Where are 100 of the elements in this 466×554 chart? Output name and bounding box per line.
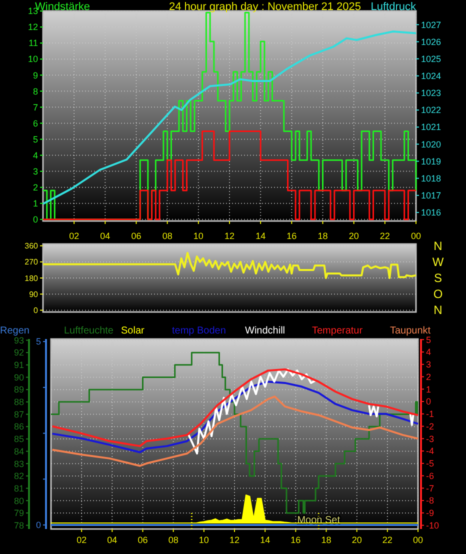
text: Windchill bbox=[245, 326, 286, 336]
y2-tick-label: 1019 bbox=[421, 156, 442, 166]
x-tick-label: 10 bbox=[198, 535, 209, 546]
text: S bbox=[434, 271, 442, 286]
x-tick-label: 18 bbox=[321, 535, 332, 546]
x-tick-label: 08 bbox=[162, 231, 172, 242]
x-tick-label: 16 bbox=[286, 231, 297, 242]
y-tick-label: 10 bbox=[28, 54, 38, 64]
x-tick-label: 12 bbox=[224, 231, 235, 242]
y2-tick-label: 1020 bbox=[421, 139, 442, 150]
x-tick-label: 02 bbox=[76, 535, 87, 546]
y-tick-label: 5 bbox=[32, 134, 38, 144]
x-tick-label: 12 bbox=[229, 535, 240, 546]
y-tick-label: 3 bbox=[32, 166, 38, 176]
y2-tick-label: 1021 bbox=[421, 122, 442, 132]
y2-tick-label: -5 bbox=[426, 458, 434, 469]
y-tick-label: 6 bbox=[32, 118, 38, 128]
text: W bbox=[432, 255, 444, 270]
chart-title: 24 hour graph day : November 21 2025 bbox=[168, 0, 362, 13]
x-tick-label: 14 bbox=[256, 231, 266, 242]
y-tick-label: 80 bbox=[14, 496, 24, 506]
y2-tick-label: -8 bbox=[426, 496, 434, 506]
text: N bbox=[434, 239, 442, 254]
x-tick-label: 04 bbox=[100, 231, 110, 242]
y-tick-label: 11 bbox=[28, 38, 38, 48]
y-tick-label: 88 bbox=[14, 397, 24, 408]
text: Taupunkt bbox=[390, 326, 431, 336]
y-tick-label: 1 bbox=[32, 198, 38, 209]
y-tick-label: 0 bbox=[32, 214, 38, 225]
y2-tick-label: -3 bbox=[426, 434, 434, 444]
y-tick-label: 81 bbox=[14, 483, 24, 494]
x-tick-label: 02 bbox=[69, 231, 80, 242]
y-tick-label: 84 bbox=[14, 446, 24, 456]
text: O bbox=[433, 287, 443, 302]
y2-axis-title: Luftdruck bbox=[370, 0, 416, 13]
x-tick-label: 06 bbox=[138, 535, 148, 546]
y2-tick-label: 1016 bbox=[421, 208, 442, 218]
y-tick-label: 83 bbox=[14, 458, 24, 469]
y-tick-label: 270 bbox=[24, 258, 39, 267]
y-tick-label: 4 bbox=[32, 150, 38, 160]
text: Solar bbox=[121, 326, 146, 336]
y-tick-label: 89 bbox=[14, 384, 24, 395]
y2-tick-label: 4 bbox=[426, 347, 432, 358]
y2-tick-label: 1017 bbox=[421, 190, 442, 201]
x-tick-label: 22 bbox=[380, 231, 390, 242]
y2-tick-label: -2 bbox=[426, 421, 434, 432]
x-tick-label: 04 bbox=[107, 535, 118, 546]
y2-tick-label: -7 bbox=[426, 483, 434, 494]
y-tick-label: 93 bbox=[14, 335, 24, 346]
y2-tick-label: 0 bbox=[426, 396, 432, 407]
y2-tick-label: -1 bbox=[426, 409, 434, 420]
x-tick-label: 18 bbox=[318, 231, 328, 242]
y-tick-label: 92 bbox=[14, 348, 24, 358]
y-tick-label: 8 bbox=[32, 86, 38, 96]
y2-tick-label: 3 bbox=[426, 360, 432, 370]
y2-tick-label: 1027 bbox=[421, 20, 442, 30]
x-tick-label: 00 bbox=[412, 535, 424, 546]
y-tick-label: 360 bbox=[24, 242, 39, 251]
text: Temperatur bbox=[312, 326, 364, 336]
y2-tick-label: -10 bbox=[426, 520, 440, 530]
text: Regen bbox=[0, 326, 30, 336]
x-tick-label: 00 bbox=[410, 231, 422, 242]
y2-tick-label: 1024 bbox=[421, 71, 442, 82]
y-tick-label: 7 bbox=[32, 102, 38, 112]
line-series bbox=[51, 396, 419, 467]
x-tick-label: 20 bbox=[348, 231, 359, 242]
text: N bbox=[434, 303, 442, 318]
y-tick-label: 0 bbox=[34, 306, 39, 316]
y-tick-label: 86 bbox=[14, 422, 24, 432]
y2-tick-label: -9 bbox=[426, 508, 434, 518]
y-tick-label: 79 bbox=[14, 508, 24, 518]
y2-tick-label: -6 bbox=[426, 470, 434, 481]
y2-tick-label: 2 bbox=[426, 372, 432, 382]
y2-tick-label: 5 bbox=[426, 334, 432, 345]
x-tick-label: 08 bbox=[168, 535, 178, 546]
y-tick-label: 85 bbox=[14, 434, 24, 444]
y2-tick-label: 1023 bbox=[421, 88, 442, 98]
text: Luftfeuchte bbox=[64, 326, 114, 336]
x-tick-label: 10 bbox=[193, 231, 204, 242]
y-tick-label: 9 bbox=[32, 70, 38, 80]
x-tick-label: 20 bbox=[352, 535, 362, 546]
text: temp Boden bbox=[172, 326, 226, 336]
y-tick-label: 78 bbox=[14, 520, 24, 530]
line-series bbox=[42, 30, 417, 205]
y-tick-label: 2 bbox=[32, 182, 38, 192]
y2-tick-label: 1025 bbox=[421, 54, 442, 64]
y2-tick-label: 1 bbox=[426, 384, 432, 394]
y2-tick-label: 1026 bbox=[421, 36, 442, 47]
y-tick-label: 91 bbox=[14, 360, 24, 370]
y-tick-label: 90 bbox=[29, 290, 39, 299]
y2-tick-label: 1022 bbox=[421, 105, 442, 116]
x-tick-label: 16 bbox=[290, 535, 301, 546]
y2-tick-label: -4 bbox=[426, 446, 434, 456]
line-series bbox=[51, 380, 419, 454]
x-tick-label: 22 bbox=[382, 535, 392, 546]
x-tick-label: 14 bbox=[260, 535, 270, 546]
y-tick-label: 82 bbox=[14, 471, 24, 482]
x-tick-label: 06 bbox=[131, 231, 142, 242]
y-tick-label: 12 bbox=[28, 22, 38, 32]
y-tick-label: 87 bbox=[14, 409, 24, 420]
